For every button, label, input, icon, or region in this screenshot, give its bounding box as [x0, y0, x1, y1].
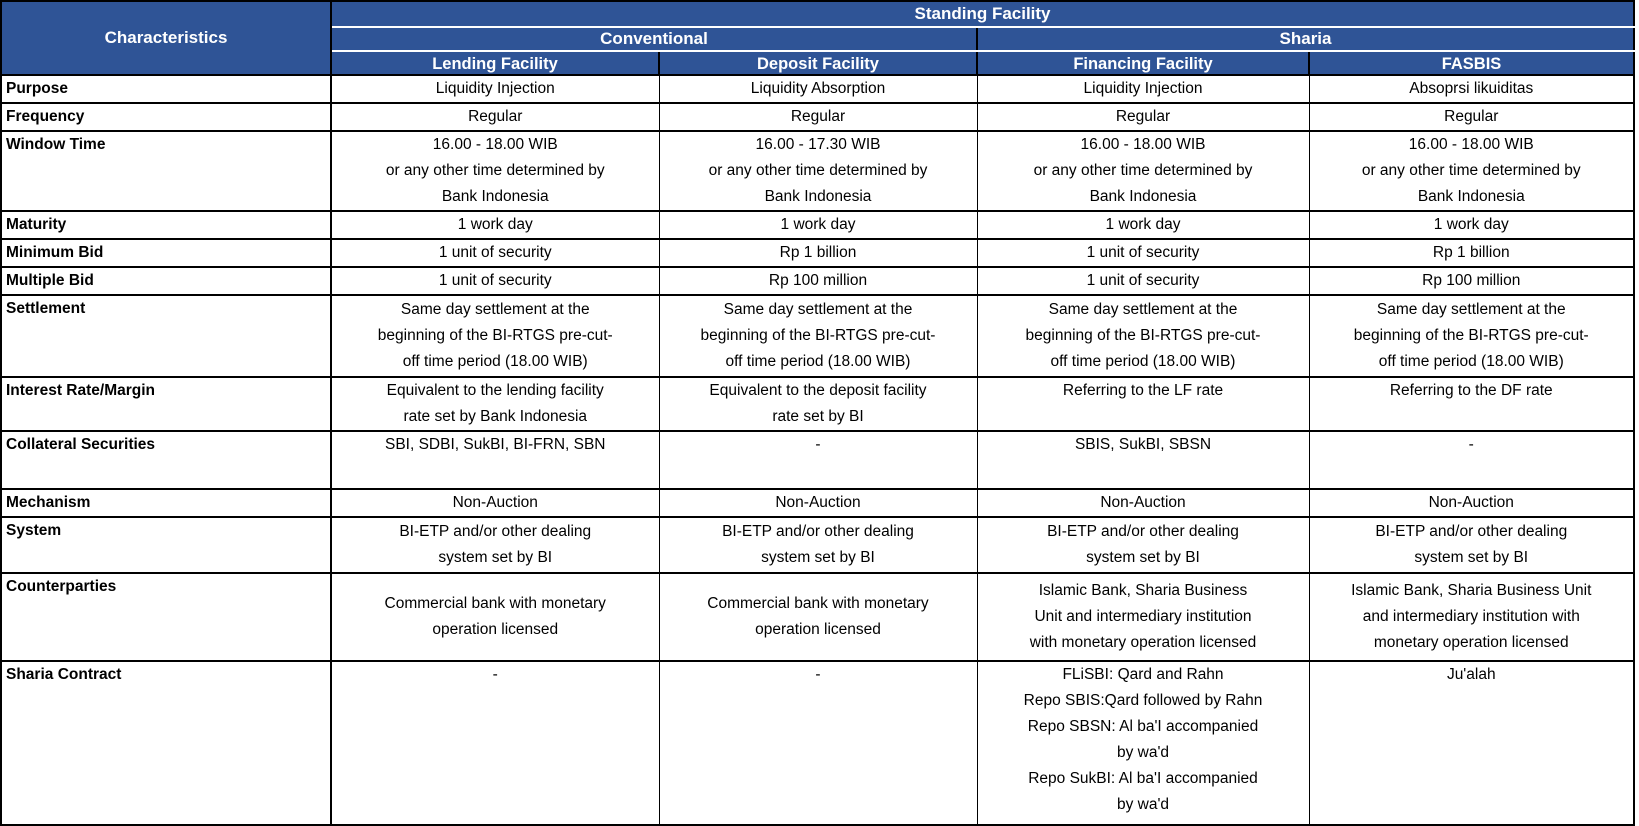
table-cell: 1 work day: [1308, 210, 1635, 240]
table-row: Purpose Liquidity Injection Liquidity Abso…: [0, 74, 1635, 104]
table-cell: -: [658, 660, 978, 826]
table-cell: Same day settlement at the beginning of …: [330, 294, 660, 378]
row-label: Counterparties: [0, 572, 332, 662]
row-label: Collateral Securities: [0, 430, 332, 490]
table-cell: Liquidity Injection: [976, 74, 1310, 104]
table-header: Characteristics Standing Facility Conven…: [0, 0, 1636, 76]
row-label: Frequency: [0, 102, 332, 132]
table-cell: Commercial bank with monetary operation …: [658, 572, 978, 662]
table-cell: SBIS, SukBI, SBSN: [976, 430, 1310, 490]
table-cell: -: [1308, 430, 1635, 490]
group-header-sharia: Sharia: [976, 26, 1636, 52]
row-label: Purpose: [0, 74, 332, 104]
table-cell: Rp 100 million: [1308, 266, 1635, 296]
header-row-facilities: Lending Facility Deposit Facility Financ…: [1, 50, 1636, 76]
table-cell: FLiSBI: Qard and Rahn Repo SBIS:Qard fol…: [976, 660, 1310, 826]
table-row: Sharia Contract - - FLiSBI: Qard and Rahn R…: [0, 660, 1635, 826]
characteristics-header: Characteristics: [0, 0, 332, 76]
table-cell: Rp 1 billion: [1308, 238, 1635, 268]
table-cell: Islamic Bank, Sharia Business Unit and i…: [976, 572, 1310, 662]
table-row: Minimum Bid 1 unit of security Rp 1 billio…: [0, 238, 1635, 268]
table-cell: Same day settlement at the beginning of …: [658, 294, 978, 378]
standing-facility-title: Standing Facility: [330, 0, 1636, 28]
table-cell: Rp 100 million: [658, 266, 978, 296]
table-cell: BI-ETP and/or other dealing system set b…: [976, 516, 1310, 574]
table-row: Frequency Regular Regular Regular Regular: [0, 102, 1635, 132]
table-cell: Equivalent to the deposit facility rate …: [658, 376, 978, 432]
table-cell: BI-ETP and/or other dealing system set b…: [658, 516, 978, 574]
table-cell: Rp 1 billion: [658, 238, 978, 268]
table-row: Maturity 1 work day 1 work day 1 work day 1 …: [0, 210, 1635, 240]
table-cell: 16.00 - 18.00 WIB or any other time dete…: [1308, 130, 1635, 212]
table-cell: Ju'alah: [1308, 660, 1635, 826]
row-label: Settlement: [0, 294, 332, 378]
table-cell: Liquidity Injection: [330, 74, 660, 104]
table-cell: 1 unit of security: [976, 266, 1310, 296]
table-cell: BI-ETP and/or other dealing system set b…: [1308, 516, 1635, 574]
column-header-fasbis: FASBIS: [1308, 50, 1636, 76]
table-row: Interest Rate/Margin Equivalent to the le…: [0, 376, 1635, 432]
header-row-title: Characteristics Standing Facility: [0, 0, 1636, 76]
row-label: Minimum Bid: [0, 238, 332, 268]
table-cell: 1 unit of security: [330, 238, 660, 268]
row-label: Mechanism: [0, 488, 332, 518]
table-cell: Same day settlement at the beginning of …: [976, 294, 1310, 378]
column-header-deposit-facility: Deposit Facility: [658, 50, 978, 76]
header-row-groups: Conventional Sharia: [1, 26, 1636, 52]
table-cell: Commercial bank with monetary operation …: [330, 572, 660, 662]
table-cell: Liquidity Absorption: [658, 74, 978, 104]
table-cell: Non-Auction: [658, 488, 978, 518]
table-row: System BI-ETP and/or other dealing system…: [0, 516, 1635, 574]
table-cell: Non-Auction: [1308, 488, 1635, 518]
table-cell: Islamic Bank, Sharia Business Unit and i…: [1308, 572, 1635, 662]
table-cell: BI-ETP and/or other dealing system set b…: [330, 516, 660, 574]
table-cell: Non-Auction: [976, 488, 1310, 518]
table-cell: 1 unit of security: [330, 266, 660, 296]
table-row: Counterparties Commercial bank with monet…: [0, 572, 1635, 662]
column-header-lending-facility: Lending Facility: [330, 50, 660, 76]
table-cell: -: [658, 430, 978, 490]
table-cell: Referring to the LF rate: [976, 376, 1310, 432]
table-row: Window Time 16.00 - 18.00 WIB or any othe…: [0, 130, 1635, 212]
table-cell: Absoprsi likuiditas: [1308, 74, 1635, 104]
row-label: Window Time: [0, 130, 332, 212]
table-cell: 16.00 - 18.00 WIB or any other time dete…: [976, 130, 1310, 212]
table-row: Mechanism Non-Auction Non-Auction Non-Aucti…: [0, 488, 1635, 518]
table-cell: Non-Auction: [330, 488, 660, 518]
row-label: Sharia Contract: [0, 660, 332, 826]
table-body: Purpose Liquidity Injection Liquidity Abso…: [0, 74, 1635, 826]
table-cell: Regular: [976, 102, 1310, 132]
table-cell: -: [330, 660, 660, 826]
table-cell: 1 unit of security: [976, 238, 1310, 268]
table-cell: 1 work day: [330, 210, 660, 240]
table-cell: 1 work day: [658, 210, 978, 240]
table-row: Multiple Bid 1 unit of security Rp 100 mil…: [0, 266, 1635, 296]
table-cell: SBI, SDBI, SukBI, BI-FRN, SBN: [330, 430, 660, 490]
table-cell: 16.00 - 18.00 WIB or any other time dete…: [330, 130, 660, 212]
table-cell: Referring to the DF rate: [1308, 376, 1635, 432]
table-cell: Regular: [1308, 102, 1635, 132]
table-cell: 16.00 - 17.30 WIB or any other time dete…: [658, 130, 978, 212]
row-label: System: [0, 516, 332, 574]
row-label: Interest Rate/Margin: [0, 376, 332, 432]
table-row: Settlement Same day settlement at the beg…: [0, 294, 1635, 378]
table-row: Collateral Securities SBI, SDBI, SukBI, B…: [0, 430, 1635, 490]
table-cell: Same day settlement at the beginning of …: [1308, 294, 1635, 378]
row-label: Maturity: [0, 210, 332, 240]
table-cell: Regular: [658, 102, 978, 132]
table-cell: Regular: [330, 102, 660, 132]
row-label: Multiple Bid: [0, 266, 332, 296]
column-header-financing-facility: Financing Facility: [976, 50, 1310, 76]
table-cell: Equivalent to the lending facility rate …: [330, 376, 660, 432]
group-header-conventional: Conventional: [330, 26, 978, 52]
table-cell: 1 work day: [976, 210, 1310, 240]
